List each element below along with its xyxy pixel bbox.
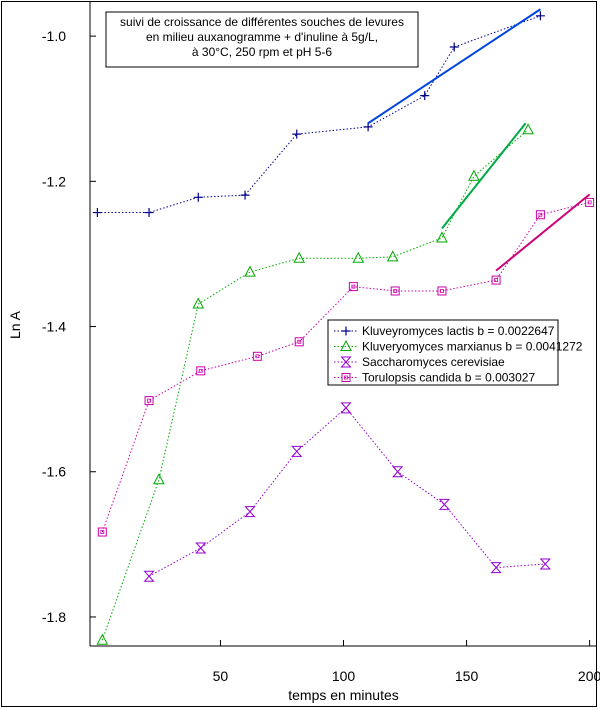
legend-marker: [341, 326, 351, 336]
y-axis-title: Ln A: [7, 310, 23, 339]
legend-border: [327, 319, 559, 386]
data-point: [420, 91, 430, 101]
data-point: [144, 396, 154, 406]
y-tick-label: -1.4: [42, 319, 66, 335]
data-point: [436, 231, 448, 243]
title-line: à 30°C, 250 rpm et pH 5-6: [192, 45, 333, 59]
series-0: [92, 8, 545, 218]
series-line: [148, 407, 546, 577]
data-point: [535, 11, 545, 21]
data-point: [244, 506, 256, 518]
data-point-inner: [297, 339, 302, 344]
legend-marker: [340, 356, 352, 368]
data-point: [244, 265, 256, 277]
legend-label: Kluveryomyces marxianus b = 0.0041272: [362, 340, 583, 354]
data-point-inner: [198, 368, 203, 373]
series-1: [96, 122, 534, 645]
data-point: [449, 42, 459, 52]
data-point: [240, 190, 250, 200]
data-point: [585, 197, 595, 207]
legend-marker-inner: [344, 375, 348, 380]
data-point: [438, 498, 451, 510]
data-point: [196, 366, 206, 376]
data-point: [491, 275, 501, 285]
legend-item: Kluveyromyces lactis b = 0.0022647: [334, 324, 555, 338]
data-point: [352, 251, 365, 263]
fit-line: [495, 193, 591, 272]
legend-marker: [341, 373, 351, 382]
data-point: [348, 282, 358, 292]
legend-item: Torulopsis candida b = 0.003027: [334, 371, 535, 385]
legend-marker: [340, 339, 352, 351]
data-point: [97, 527, 107, 537]
data-point: [468, 169, 480, 181]
series-3: [97, 193, 595, 537]
legend-item: Kluveryomyces marxianus b = 0.0041272: [334, 340, 583, 354]
data-point: [539, 558, 551, 570]
data-point-inner: [100, 530, 105, 534]
x-tick-label: 50: [213, 668, 229, 684]
data-point-inner: [255, 354, 260, 359]
legend-item: Saccharomyces cerevisiae: [334, 355, 505, 369]
y-tick-label: -1.6: [42, 464, 66, 480]
data-point: [535, 210, 545, 220]
legend: Kluveyromyces lactis b = 0.0022647 Kluver…: [327, 319, 583, 386]
series-2: [143, 402, 551, 582]
data-point: [192, 297, 205, 309]
data-point: [96, 633, 109, 645]
title-line: suivi de croissance de différentes souch…: [120, 15, 404, 29]
data-point: [294, 337, 304, 347]
data-point: [490, 562, 502, 574]
data-point: [363, 122, 373, 132]
data-point-inner: [440, 289, 444, 293]
x-tick-label: 150: [455, 668, 479, 684]
y-tick-label: -1.2: [42, 173, 66, 189]
fit-line: [367, 8, 541, 125]
x-tick-label: 100: [332, 668, 356, 684]
data-point: [340, 402, 352, 414]
data-point: [144, 208, 154, 218]
axes: -1.0 -1.2 -1.4 -1.6 -1.8 50 100 150 200 temps en …: [7, 2, 600, 703]
series-layer: [92, 8, 595, 645]
x-tick-label: 200: [578, 668, 600, 684]
data-point: [143, 570, 155, 582]
data-point: [390, 286, 400, 296]
data-point: [193, 192, 203, 202]
data-point: [195, 542, 207, 554]
x-axis-title: temps en minutes: [288, 687, 399, 703]
y-tick-label: -1.8: [42, 609, 66, 625]
title-line: en milieu auxanogramme + d'inuline à 5g/…: [146, 30, 378, 44]
data-point-inner: [587, 200, 592, 205]
series-line: [101, 129, 529, 641]
data-point: [437, 286, 447, 296]
data-point: [522, 123, 534, 135]
data-point: [392, 466, 404, 478]
data-point-inner: [494, 278, 498, 282]
data-point: [293, 251, 306, 263]
fit-line: [441, 122, 527, 230]
legend-label: Torulopsis candida b = 0.003027: [362, 371, 535, 385]
data-point: [291, 445, 303, 457]
title-box: suivi de croissance de différentes souch…: [105, 11, 419, 68]
data-point-inner: [393, 289, 398, 293]
legend-label: Saccharomyces cerevisiae: [362, 355, 505, 369]
data-point-inner: [538, 212, 543, 217]
data-point: [252, 351, 262, 361]
data-point: [153, 473, 165, 485]
legend-label: Kluveyromyces lactis b = 0.0022647: [362, 324, 555, 338]
title-border: [105, 11, 419, 68]
data-point-inner: [147, 398, 151, 403]
data-point: [92, 208, 102, 218]
data-point: [386, 250, 399, 262]
data-point: [292, 129, 302, 139]
data-point-inner: [351, 284, 356, 289]
y-tick-label: -1.0: [42, 28, 66, 44]
